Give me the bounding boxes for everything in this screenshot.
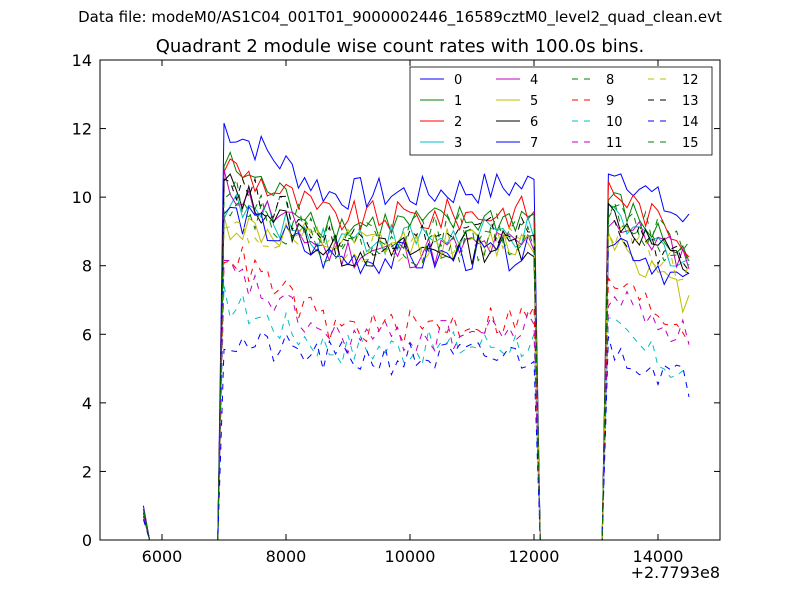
legend-label-13: 13 bbox=[682, 94, 699, 109]
legend-label-5: 5 bbox=[530, 94, 538, 109]
legend-label-0: 0 bbox=[454, 73, 462, 88]
legend-label-14: 14 bbox=[682, 115, 699, 130]
legend-label-9: 9 bbox=[606, 94, 614, 109]
legend-label-8: 8 bbox=[606, 73, 614, 88]
legend-label-2: 2 bbox=[454, 115, 462, 130]
y-tick-label: 2 bbox=[82, 462, 92, 481]
chart-title: Quadrant 2 module wise count rates with … bbox=[155, 36, 645, 57]
y-tick-label: 6 bbox=[82, 325, 92, 344]
legend-label-3: 3 bbox=[454, 136, 462, 151]
legend-box bbox=[409, 66, 713, 156]
x-offset-label: +2.7793e8 bbox=[631, 563, 720, 582]
series-line-14 bbox=[142, 330, 690, 541]
x-tick-label: 6000 bbox=[142, 547, 183, 566]
x-tick-label: 12000 bbox=[509, 547, 560, 566]
x-tick-label: 10000 bbox=[385, 547, 436, 566]
y-tick-label: 8 bbox=[82, 257, 92, 276]
y-tick-label: 0 bbox=[82, 531, 92, 550]
legend-label-6: 6 bbox=[530, 115, 538, 130]
series-line-0 bbox=[142, 122, 690, 541]
y-tick-label: 10 bbox=[72, 188, 92, 207]
series-line-1 bbox=[142, 151, 690, 541]
legend-label-12: 12 bbox=[682, 73, 699, 88]
y-tick-label: 12 bbox=[72, 120, 92, 139]
legend-label-11: 11 bbox=[606, 136, 623, 151]
legend-label-1: 1 bbox=[454, 94, 462, 109]
series-layer bbox=[142, 122, 690, 541]
figure-suptitle: Data file: modeM0/AS1C04_001T01_90000024… bbox=[78, 8, 722, 26]
legend-label-10: 10 bbox=[606, 115, 623, 130]
legend-label-15: 15 bbox=[682, 136, 699, 151]
x-tick-label: 14000 bbox=[633, 547, 684, 566]
y-tick-label: 4 bbox=[82, 394, 92, 413]
legend-label-7: 7 bbox=[530, 136, 538, 151]
legend-label-4: 4 bbox=[530, 73, 538, 88]
series-line-8 bbox=[142, 177, 690, 541]
y-tick-label: 14 bbox=[72, 51, 92, 70]
x-tick-label: 8000 bbox=[266, 547, 307, 566]
